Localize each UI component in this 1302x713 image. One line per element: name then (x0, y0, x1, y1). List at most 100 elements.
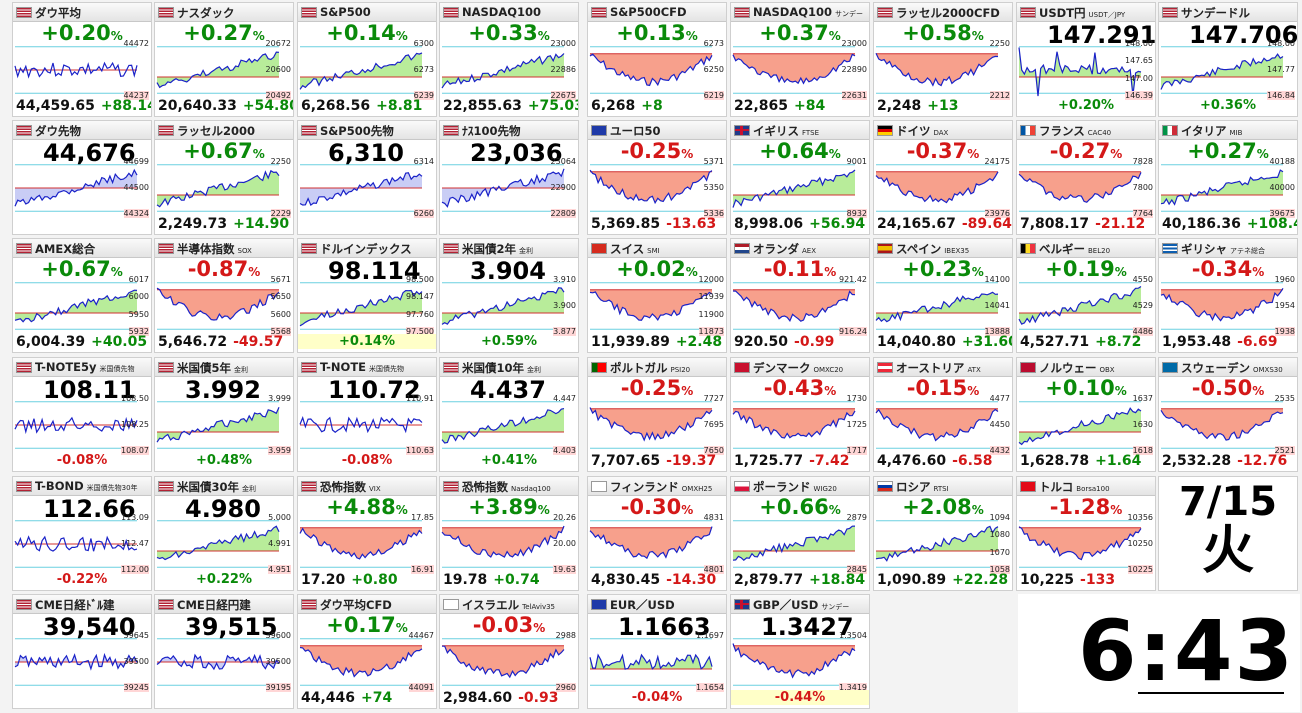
tile-title-text: デンマーク (753, 361, 811, 375)
change-percent-footer: +0.48% (196, 453, 252, 468)
last-price: 44,446 (301, 690, 356, 706)
sparkline-line (299, 646, 423, 678)
change-percent: -0.43% (731, 376, 869, 400)
tile-header: T-BOND 米国債先物30年 (13, 477, 151, 496)
axis-label: 3.999 (268, 394, 291, 403)
axis-label: 2250 (270, 157, 291, 166)
percent-sign: % (681, 384, 694, 398)
price-footer: 7,808.17 -21.12 (1020, 216, 1145, 232)
market-tile: T-NOTE5y 米国債先物 108.11 108.50 108.25 108.07 -0.… (12, 357, 152, 472)
axis-label: 98.500 (406, 275, 434, 284)
sparkline-line (441, 525, 565, 558)
axis-label: 19.63 (553, 565, 576, 574)
change-percent-footer: +0.22% (196, 572, 252, 587)
price-footer: 19.78 +0.74 (443, 572, 540, 588)
price-change: -49.57 (233, 334, 284, 350)
current-price: 98.114 (328, 257, 421, 285)
last-price: 6,268.56 (301, 98, 371, 114)
axis-label: 22900 (550, 183, 576, 192)
axis-label: 5336 (703, 209, 724, 218)
tile-title-text: イスラエル (462, 598, 520, 612)
sparkline-line (299, 52, 423, 90)
tile-header: GBP／USD サンデー (731, 595, 869, 614)
flag-icon (158, 7, 174, 18)
axis-label: 1730 (846, 394, 867, 403)
tile-header: NASDAQ100 サンデー (731, 3, 869, 22)
tile-subtitle: OMXS30 (1253, 366, 1283, 374)
tile-title-text: ロシア (896, 480, 931, 494)
tile-title: 恐怖指数 Nasdaq100 (462, 479, 551, 495)
tile-header: ベルギー BEL20 (1017, 239, 1155, 258)
axis-label: 20492 (265, 91, 291, 100)
tile-header: ナスダック (155, 3, 293, 22)
axis-label: 2535 (1274, 394, 1295, 403)
tile-title-text: 半導体指数 (177, 242, 235, 256)
change-percent-footer: -0.44% (731, 690, 869, 705)
current-price: 23,036 (470, 139, 563, 167)
percent-sign: % (1110, 147, 1123, 161)
current-price: 4.980 (185, 495, 261, 523)
tile-title: ポルトガル PSI20 (610, 360, 690, 376)
sparkline-chart (1018, 46, 1142, 97)
change-percent-value: +0.27 (183, 21, 253, 45)
axis-label: 44467 (408, 631, 434, 640)
axis-label: 10356 (1127, 513, 1153, 522)
percent-sign: % (971, 503, 984, 517)
axis-label: 13888 (984, 327, 1010, 336)
axis-label: 98.147 (406, 292, 434, 302)
market-tile: スペイン IBEX35 +0.23% 14100 14041 13888 14,040.80… (873, 238, 1013, 353)
last-price: 1,628.78 (1020, 453, 1090, 469)
tile-title-text: AMEX総合 (35, 242, 96, 256)
percent-sign: % (1110, 503, 1123, 517)
flag-icon (877, 362, 893, 373)
axis-label: 6219 (703, 91, 724, 100)
axis-label: 916.24 (839, 327, 867, 336)
tile-title: ﾅｽ100先物 (462, 123, 521, 139)
change-percent: -0.50% (1159, 376, 1297, 400)
change-percent: -0.25% (588, 139, 726, 163)
change-percent-footer: +0.41% (481, 453, 537, 468)
axis-label: 16.91 (411, 565, 434, 574)
tile-title: フランス CAC40 (1039, 123, 1111, 139)
axis-label: 23000 (550, 39, 576, 48)
tile-title: イタリア MIB (1181, 123, 1242, 139)
sparkline-chart (589, 282, 713, 330)
change-percent-value: +0.37 (759, 21, 829, 45)
price-footer: 4,830.45 -14.30 (591, 572, 716, 588)
price-footer: 1,628.78 +1.64 (1020, 453, 1141, 469)
last-price: 1,090.89 (877, 572, 947, 588)
change-percent-value: -0.27 (1049, 139, 1111, 163)
sparkline-line (589, 653, 713, 670)
change-percent-footer: +0.36% (1200, 98, 1256, 113)
tile-title: ギリシャ アテネ総合 (1181, 241, 1265, 257)
tile-title: S&P500先物 (320, 123, 394, 139)
current-price: 108.11 (43, 376, 136, 404)
sparkline-chart (156, 520, 280, 568)
tile-title: スペイン IBEX35 (896, 241, 969, 257)
price-footer: 40,186.36 +108.49 (1162, 216, 1297, 232)
axis-label: 4.447 (553, 394, 576, 403)
sparkline-chart (875, 401, 999, 449)
tile-title: ドルインデックス (320, 241, 412, 257)
tile-subtitle: 金利 (519, 247, 534, 255)
axis-label: 4831 (703, 513, 724, 522)
sparkline-chart (1160, 282, 1284, 330)
price-footer: 5,369.85 -13.63 (591, 216, 716, 232)
price-footer: 6,268 +8 (591, 98, 663, 114)
market-tile: NASDAQ100 サンデー +0.37% 23000 22890 22631 22,865… (730, 2, 870, 117)
tile-title-text: ポーランド (753, 480, 811, 494)
price-change: +0.80 (351, 572, 398, 588)
tile-header: サンデードル (1159, 3, 1297, 22)
market-tile: CME日経円建 39,515 39600 39500 39195 (154, 594, 294, 709)
sparkline-area (157, 407, 279, 443)
market-tile: トルコ Borsa100 -1.28% 10356 10250 10225 10,225 -1… (1016, 476, 1156, 591)
sparkline-line (441, 408, 565, 444)
tile-title: T-BOND 米国債先物30年 (35, 479, 138, 493)
change-percent-footer: -0.08% (341, 453, 393, 468)
sparkline-area (157, 170, 279, 207)
sparkline-chart (156, 164, 280, 212)
axis-label: 44699 (123, 157, 149, 166)
change-percent-value: +0.20 (41, 21, 111, 45)
sparkline-line (875, 291, 999, 323)
tile-header: NASDAQ100 (440, 3, 578, 22)
